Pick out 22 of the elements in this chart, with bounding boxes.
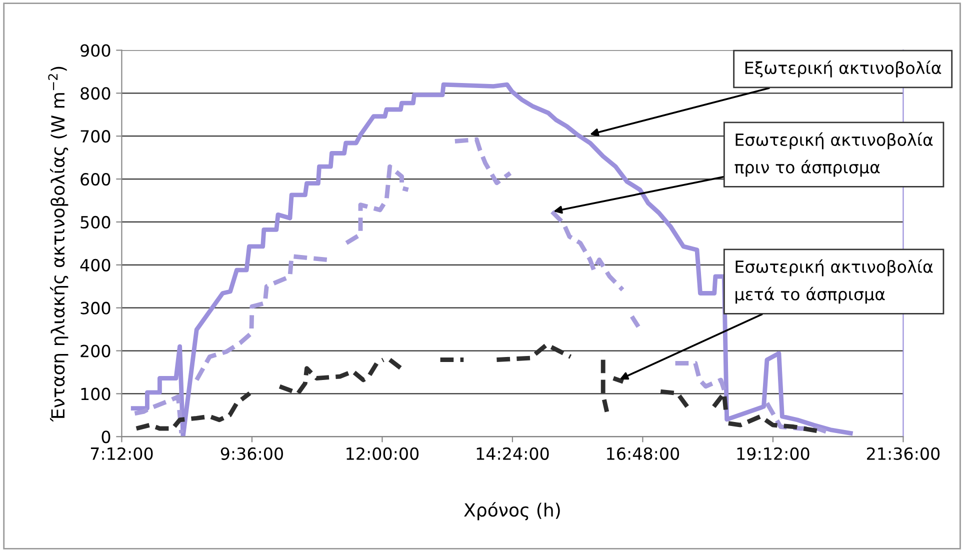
x-tick-label: 9:36:00 [220,447,283,460]
y-tick-label: 900 [80,44,110,57]
annotation: Εσωτερική ακτινοβολία πριν το άσπρισμα [734,132,933,177]
y-axis-title: Ένταση ηλιακής ακτινοβολίας (W m$^{−2}$) [48,66,68,422]
y-tick-label: 800 [80,87,110,100]
y-tick-label: 0 [102,430,110,444]
x-tick-label: 21:36:00 [867,447,940,460]
x-tick-label: 12:00:00 [346,447,419,460]
y-tick-label: 600 [80,172,110,186]
x-tick-label: 19:12:00 [737,447,810,460]
y-tick-label: 500 [80,216,110,229]
x-tick-label: 7:12:00 [90,447,153,460]
y-tick-label: 100 [81,388,110,400]
x-axis-title: Χρόνος (h) [464,502,560,520]
x-tick-label: 16:48:00 [607,447,680,460]
annotation: Εξωτερική ακτινοβολία [745,60,942,78]
y-tick-label: 300 [80,302,110,314]
y-tick-label: 700 [80,130,110,143]
y-tick-label: 400 [80,258,110,272]
annotation: Εσωτερική ακτινοβολία μετά το άσπρισμα [736,259,933,304]
y-tick-label: 200 [80,344,110,358]
x-tick-label: 14:24:00 [476,447,549,460]
